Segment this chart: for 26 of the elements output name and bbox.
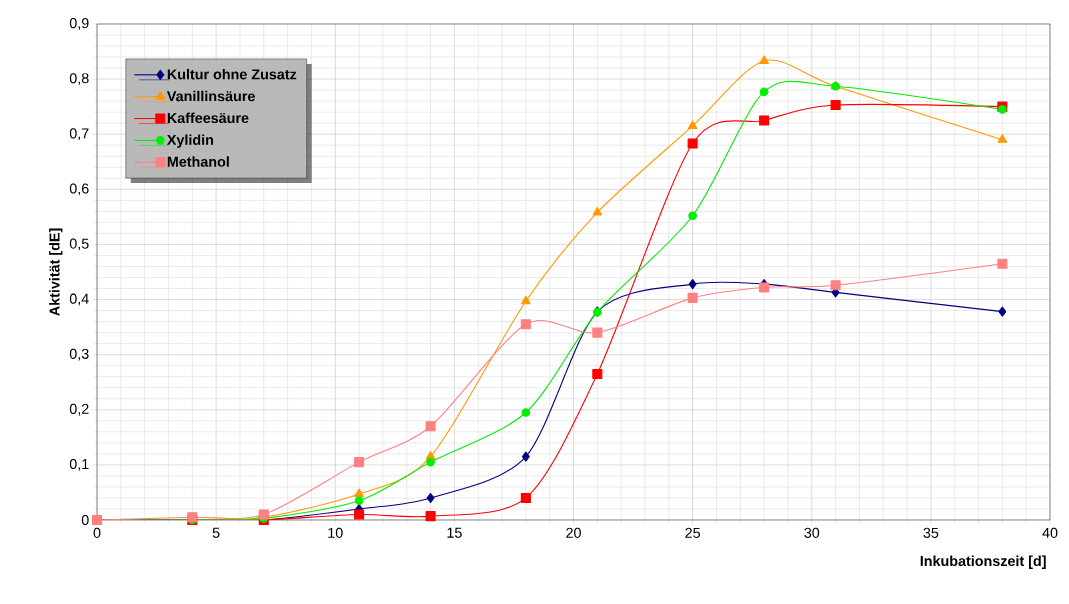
y-tick-label: 0 — [81, 514, 89, 526]
y-tick-label: 0,7 — [69, 128, 89, 141]
x-tick-label: 15 — [447, 527, 462, 538]
y-tick-label: 0,5 — [69, 238, 89, 251]
legend-label: Kultur ohne Zusatz — [167, 68, 297, 80]
y-tick-label: 0,6 — [69, 183, 89, 196]
x-axis-title: Inkubationszeit [d] — [920, 555, 1046, 569]
y-axis-title: Aktivität [dE] — [49, 228, 63, 316]
y-tick-label: 0,4 — [69, 293, 89, 306]
x-tick-label: 30 — [804, 527, 820, 538]
x-tick-label: 35 — [923, 527, 939, 538]
y-tick-label: 0,8 — [69, 73, 89, 86]
y-tick-label: 0,3 — [69, 348, 89, 361]
y-tick-label: 0,2 — [69, 403, 89, 416]
x-tick-label: 0 — [93, 527, 101, 538]
x-tick-label: 40 — [1042, 527, 1058, 538]
x-tick-label: 25 — [685, 527, 701, 538]
legend-label: Vanillinsäure — [166, 90, 255, 102]
x-tick-label: 10 — [328, 527, 343, 538]
y-tick-label: 0,1 — [69, 458, 89, 471]
x-tick-label: 5 — [212, 527, 220, 538]
x-tick-label: 20 — [566, 527, 581, 538]
legend-label: Kaffeesäure — [167, 112, 249, 124]
legend-label: Xylidin — [166, 134, 214, 148]
legend-label: Methanol — [167, 156, 229, 167]
y-tick-label: 0,9 — [69, 18, 89, 30]
